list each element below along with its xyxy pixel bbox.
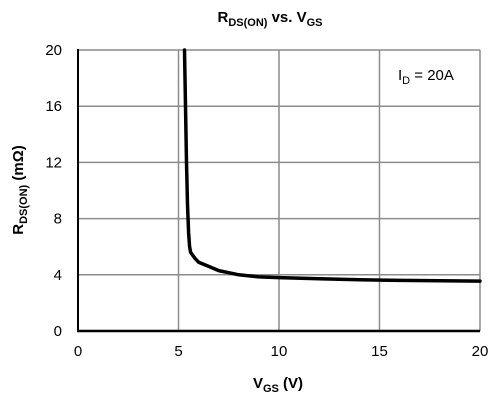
- x-tick-labels: 0 5 10 15 20: [74, 343, 489, 360]
- y-tick-labels: 0 4 8 12 16 20: [45, 42, 62, 340]
- chart-title: RDS(ON) vs. VGS: [217, 9, 322, 29]
- y-tick-label: 20: [45, 42, 62, 59]
- x-tick-label: 5: [174, 343, 182, 360]
- x-tick-label: 15: [371, 343, 388, 360]
- current-annotation: ID = 20A: [398, 67, 454, 87]
- plot-area: [77, 48, 482, 333]
- grid-lines: [78, 49, 481, 331]
- x-axis-label: VGS (V): [253, 375, 303, 394]
- y-tick-label: 16: [45, 98, 62, 115]
- x-tick-label: 20: [472, 343, 489, 360]
- y-axis-label: RDS(ON) (mΩ): [10, 145, 30, 234]
- y-tick-label: 0: [54, 323, 62, 340]
- rdson-curve: [182, 48, 482, 283]
- x-tick-label: 0: [74, 343, 82, 360]
- x-tick-label: 10: [271, 343, 288, 360]
- y-tick-label: 12: [45, 154, 62, 171]
- y-tick-label: 4: [54, 267, 62, 284]
- y-tick-label: 8: [54, 211, 62, 228]
